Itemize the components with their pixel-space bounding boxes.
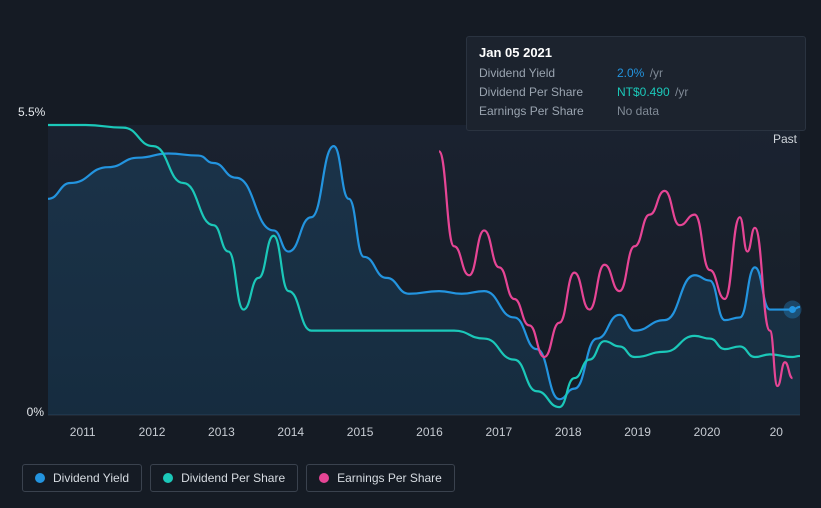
legend-label: Dividend Per Share [181,471,285,485]
tooltip-row-label: Dividend Yield [479,64,599,83]
legend-dot-icon [319,473,329,483]
legend-item-dividend-yield[interactable]: Dividend Yield [22,464,142,492]
x-axis-tick-label: 20 [770,425,783,439]
legend-dot-icon [35,473,45,483]
x-axis-tick-label: 2016 [416,425,443,439]
x-axis-tick-label: 2014 [277,425,304,439]
marker-inner [789,306,796,313]
legend-item-dividend-per-share[interactable]: Dividend Per Share [150,464,298,492]
tooltip-row: Dividend Per Share NT$0.490 /yr [479,83,793,102]
legend-item-earnings-per-share[interactable]: Earnings Per Share [306,464,455,492]
x-axis-tick-label: 2013 [208,425,235,439]
x-axis-tick-label: 2015 [347,425,374,439]
tooltip-row-value: No data [617,102,659,121]
x-axis-tick-label: 2017 [486,425,513,439]
chart-tooltip: Jan 05 2021 Dividend Yield2.0% /yrDivide… [466,36,806,131]
tooltip-row-unit: /yr [672,85,689,99]
tooltip-date: Jan 05 2021 [479,45,793,60]
tooltip-row-value: 2.0% /yr [617,64,663,83]
legend-label: Dividend Yield [53,471,129,485]
legend-label: Earnings Per Share [337,471,442,485]
x-axis-tick-label: 2019 [624,425,651,439]
past-region-label: Past [773,132,797,146]
tooltip-row: Earnings Per Share No data [479,102,793,121]
tooltip-row-label: Dividend Per Share [479,83,599,102]
tooltip-row: Dividend Yield 2.0% /yr [479,64,793,83]
x-axis-tick-label: 2018 [555,425,582,439]
x-axis-tick-label: 2020 [694,425,721,439]
x-axis-tick-label: 2012 [139,425,166,439]
x-axis-tick-label: 2011 [70,425,96,439]
chart-legend: Dividend Yield Dividend Per Share Earnings… [22,464,455,492]
tooltip-row-label: Earnings Per Share [479,102,599,121]
tooltip-row-unit: /yr [646,66,663,80]
legend-dot-icon [163,473,173,483]
tooltip-row-value: NT$0.490 /yr [617,83,688,102]
